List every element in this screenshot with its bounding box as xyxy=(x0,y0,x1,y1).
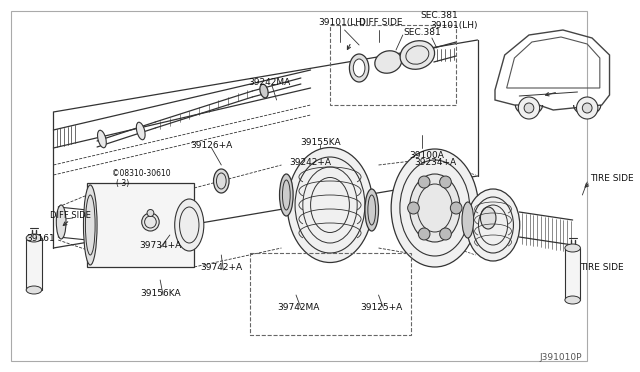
Text: J391010P: J391010P xyxy=(540,353,582,362)
Ellipse shape xyxy=(410,174,460,242)
Text: 39734+A: 39734+A xyxy=(139,241,181,250)
Ellipse shape xyxy=(280,174,293,216)
Ellipse shape xyxy=(287,148,372,263)
Ellipse shape xyxy=(26,234,42,242)
Text: TIRE SIDE: TIRE SIDE xyxy=(590,173,634,183)
Ellipse shape xyxy=(565,296,580,304)
Polygon shape xyxy=(87,183,194,267)
Circle shape xyxy=(440,228,451,240)
Text: 39242MA: 39242MA xyxy=(249,77,291,87)
Text: 39234+A: 39234+A xyxy=(415,157,457,167)
Bar xyxy=(250,253,410,335)
Ellipse shape xyxy=(97,130,106,148)
Text: SEC.381: SEC.381 xyxy=(403,28,441,36)
Circle shape xyxy=(419,176,430,188)
Ellipse shape xyxy=(391,149,479,267)
Text: 39101(LH): 39101(LH) xyxy=(318,17,365,26)
Bar xyxy=(330,25,456,105)
Ellipse shape xyxy=(582,103,592,113)
Ellipse shape xyxy=(147,209,154,217)
Ellipse shape xyxy=(524,103,534,113)
Ellipse shape xyxy=(349,54,369,82)
Ellipse shape xyxy=(577,97,598,119)
Text: 39156KA: 39156KA xyxy=(140,289,180,298)
Ellipse shape xyxy=(565,244,580,252)
Ellipse shape xyxy=(141,213,159,231)
Circle shape xyxy=(440,176,451,188)
Ellipse shape xyxy=(481,207,496,229)
Ellipse shape xyxy=(175,199,204,251)
Ellipse shape xyxy=(365,189,378,231)
Text: 39161: 39161 xyxy=(26,234,55,243)
Ellipse shape xyxy=(400,41,435,69)
Ellipse shape xyxy=(214,169,229,193)
Bar xyxy=(565,248,580,300)
Text: ©08310-30610: ©08310-30610 xyxy=(111,169,170,177)
Text: 39100A: 39100A xyxy=(410,151,445,160)
Ellipse shape xyxy=(467,189,520,261)
Text: 39742MA: 39742MA xyxy=(278,304,320,312)
Ellipse shape xyxy=(56,205,66,239)
Text: ( 3): ( 3) xyxy=(116,179,130,187)
Circle shape xyxy=(419,228,430,240)
Text: 39125+A: 39125+A xyxy=(360,304,403,312)
Text: DIFF SIDE: DIFF SIDE xyxy=(51,211,92,219)
Ellipse shape xyxy=(375,51,402,73)
Ellipse shape xyxy=(26,286,42,294)
Ellipse shape xyxy=(462,202,474,238)
Circle shape xyxy=(408,202,419,214)
Text: TIRE SIDE: TIRE SIDE xyxy=(580,263,624,273)
Ellipse shape xyxy=(353,59,365,77)
Ellipse shape xyxy=(136,122,145,140)
Text: 39242+A: 39242+A xyxy=(289,157,332,167)
Text: 39101(LH): 39101(LH) xyxy=(431,20,478,29)
Text: SEC.381: SEC.381 xyxy=(421,10,458,19)
Ellipse shape xyxy=(518,97,540,119)
Text: DIFF SIDE: DIFF SIDE xyxy=(358,17,402,26)
Bar xyxy=(26,238,42,290)
Ellipse shape xyxy=(260,84,268,98)
Text: 39155KA: 39155KA xyxy=(300,138,340,147)
Ellipse shape xyxy=(83,185,97,265)
Circle shape xyxy=(451,202,462,214)
Text: 39126+A: 39126+A xyxy=(191,141,233,150)
Text: 39742+A: 39742+A xyxy=(200,263,243,273)
